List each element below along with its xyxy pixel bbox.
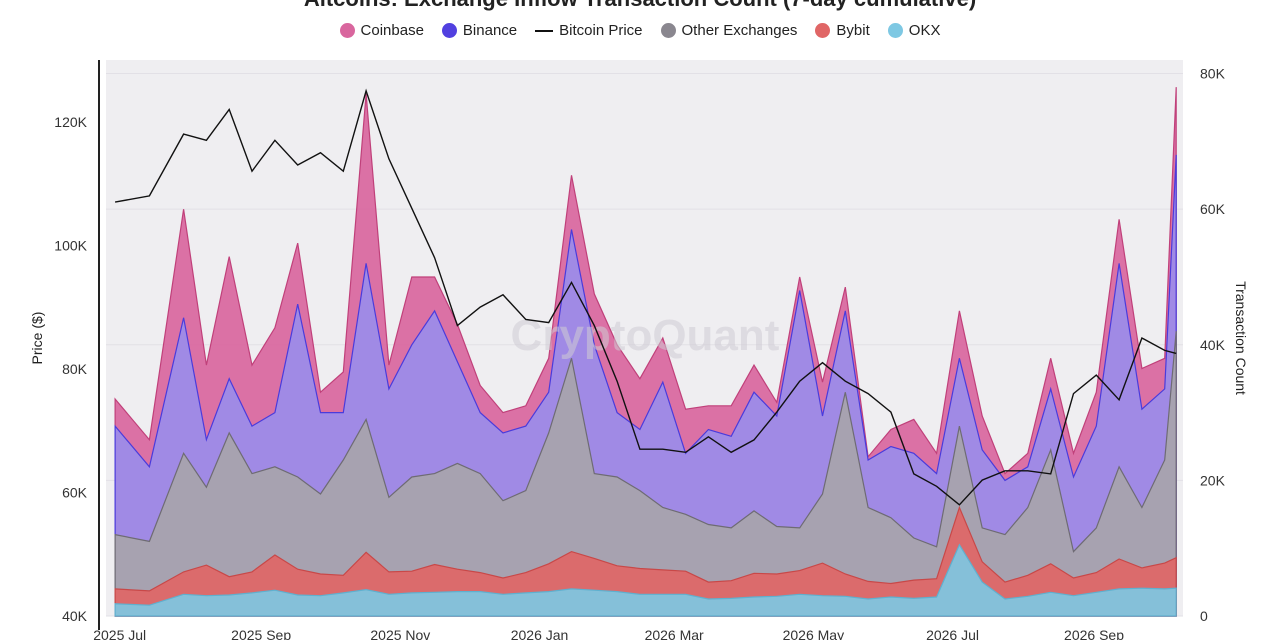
watermark: CryptoQuant	[511, 311, 780, 360]
x-tick-label: 2025 Jul	[93, 627, 146, 640]
area-other-exchanges	[114, 331, 1177, 617]
right-axis-title: Transaction Count	[1233, 281, 1249, 395]
legend-swatch-bitcoin-price	[535, 29, 554, 32]
legend-item-binance[interactable]: Binance	[441, 22, 518, 39]
legend: Coinbase Binance Bitcoin Price Other Exc…	[0, 22, 1280, 39]
legend-swatch-other-exchanges	[660, 23, 676, 38]
x-tick-label: 2026 Jan	[511, 627, 569, 640]
x-tick-label: 2025 Nov	[370, 627, 430, 640]
legend-item-okx[interactable]: OKX	[887, 22, 941, 39]
legend-item-bybit[interactable]: Bybit	[815, 22, 870, 39]
legend-label-okx: OKX	[908, 22, 941, 39]
y-left-tick-label: 80K	[62, 361, 88, 377]
legend-item-bitcoin-price[interactable]: Bitcoin Price	[535, 22, 643, 39]
stacked-areas	[114, 87, 1177, 617]
area-okx	[114, 543, 1177, 617]
left-axis-title: Price ($)	[29, 312, 45, 365]
x-axis-ticks: 2025 Jul 2025 Sep 2025 Nov 2026 Jan 2026 Mar…	[93, 627, 1124, 640]
left-axis-ticks: 40K 60K 80K 100K 120K	[54, 114, 87, 624]
y-left-tick-label: 60K	[62, 484, 88, 500]
x-tick-label: 2026 Sep	[1064, 627, 1124, 640]
x-tick-label: 2025 Sep	[231, 627, 291, 640]
line-bitcoin-price	[114, 88, 1177, 506]
y-right-tick-label: 20K	[1200, 472, 1226, 488]
legend-swatch-binance	[441, 23, 457, 38]
y-left-tick-label: 40K	[62, 608, 88, 624]
legend-swatch-coinbase	[339, 23, 355, 38]
legend-swatch-okx	[887, 23, 903, 38]
legend-label-binance: Binance	[462, 22, 518, 39]
legend-item-other-exchanges[interactable]: Other Exchanges	[660, 22, 798, 39]
y-right-tick-label: 0	[1200, 608, 1208, 624]
legend-label-coinbase: Coinbase	[360, 22, 424, 39]
chart-title: Altcoins: Exchange Inflow Transaction Co…	[0, 0, 1280, 12]
y-left-tick-label: 120K	[54, 114, 87, 130]
x-tick-label: 2026 Jul	[926, 627, 979, 640]
y-right-tick-label: 60K	[1200, 201, 1226, 217]
legend-swatch-bybit	[815, 23, 831, 38]
y-right-tick-label: 80K	[1200, 66, 1226, 82]
right-axis-ticks: 0 20K 40K 60K 80K	[1200, 66, 1226, 624]
legend-label-bybit: Bybit	[836, 22, 870, 39]
legend-item-coinbase[interactable]: Coinbase	[339, 22, 424, 39]
y-left-tick-label: 100K	[54, 237, 87, 253]
legend-label-other-exchanges: Other Exchanges	[681, 22, 798, 39]
area-bybit	[114, 505, 1177, 617]
x-tick-label: 2026 Mar	[645, 627, 704, 640]
legend-label-bitcoin-price: Bitcoin Price	[559, 22, 643, 39]
price-line-group	[114, 88, 1177, 506]
x-tick-label: 2026 May	[783, 627, 844, 640]
y-right-tick-label: 40K	[1200, 337, 1226, 353]
